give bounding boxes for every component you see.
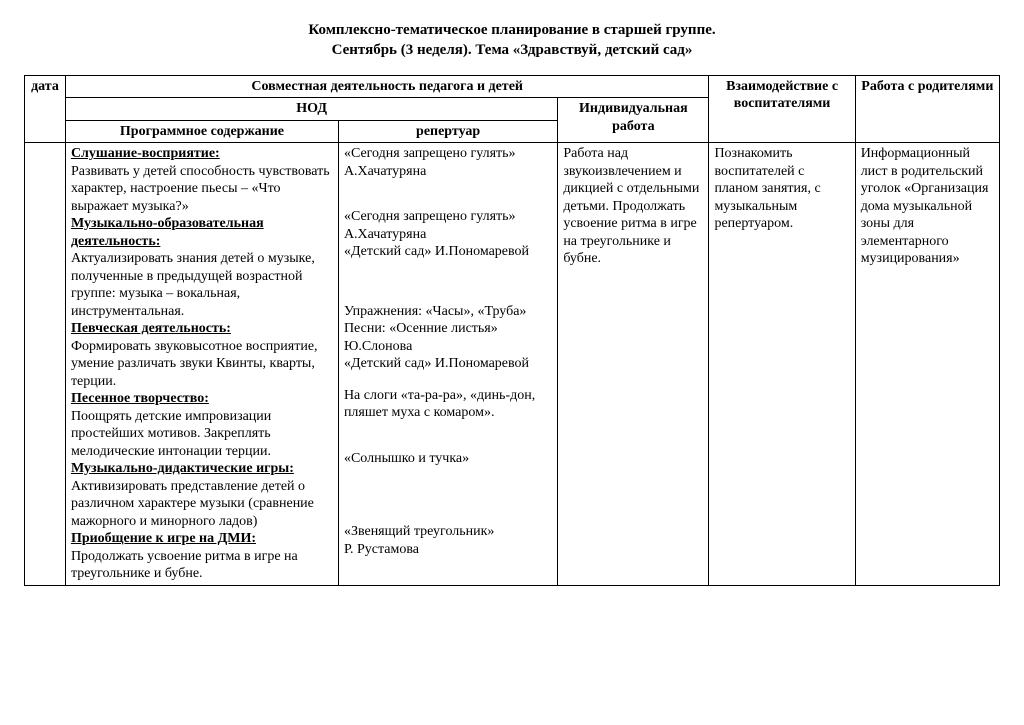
- header-educators: Взаимодействие с воспитателями: [709, 75, 855, 143]
- label-didactic: Музыкально-дидактические игры:: [71, 461, 294, 476]
- header-parents: Работа с родителями: [855, 75, 999, 143]
- text-didactic: Активизировать представление детей о раз…: [71, 478, 333, 531]
- rep-6a: «Звенящий треугольник»: [344, 523, 552, 541]
- rep-4a: На слоги «та-ра-ра», «динь-дон, пляшет м…: [344, 387, 552, 422]
- header-repertoire: репертуар: [338, 120, 557, 143]
- header-indiv: Индивидуальная работа: [558, 98, 709, 143]
- text-singing: Формировать звуковысотное восприятие, ум…: [71, 338, 333, 391]
- text-listening: Развивать у детей способность чувствоват…: [71, 163, 333, 216]
- header-row-1: дата Совместная деятельность педагога и …: [25, 75, 1000, 98]
- parents-text: Информационный лист в родительский уголо…: [861, 145, 994, 268]
- rep-3a: Упражнения: «Часы», «Труба»: [344, 303, 552, 321]
- date-cell: [25, 143, 66, 586]
- rep-1b: А.Хачатуряна: [344, 163, 552, 181]
- content-row: Слушание-восприятие: Развивать у детей с…: [25, 143, 1000, 586]
- rep-3d: «Детский сад» И.Пономаревой: [344, 355, 552, 373]
- rep-2a: «Сегодня запрещено гулять»: [344, 208, 552, 226]
- educators-text: Познакомить воспитателей с планом заняти…: [714, 145, 849, 233]
- header-nod: НОД: [65, 98, 557, 121]
- label-songcr: Песенное творчество:: [71, 391, 209, 406]
- header-date: дата: [25, 75, 66, 143]
- parents-cell: Информационный лист в родительский уголо…: [855, 143, 999, 586]
- program-content-cell: Слушание-восприятие: Развивать у детей с…: [65, 143, 338, 586]
- header-joint: Совместная деятельность педагога и детей: [65, 75, 709, 98]
- text-dmi: Продолжать усвоение ритма в игре на треу…: [71, 548, 333, 583]
- indiv-cell: Работа над звукоизвлечением и дикцией с …: [558, 143, 709, 586]
- label-listening: Слушание-восприятие:: [71, 146, 220, 161]
- indiv-text: Работа над звукоизвлечением и дикцией с …: [563, 145, 703, 268]
- header-program-content: Программное содержание: [65, 120, 338, 143]
- label-singing: Певческая деятельность:: [71, 321, 231, 336]
- rep-1a: «Сегодня запрещено гулять»: [344, 145, 552, 163]
- label-musedu: Музыкально-образовательная деятельность:: [71, 216, 264, 249]
- label-dmi: Приобщение к игре на ДМИ:: [71, 531, 256, 546]
- rep-5a: «Солнышко и тучка»: [344, 450, 552, 468]
- title-line-1: Комплексно-тематическое планирование в с…: [24, 20, 1000, 40]
- title-block: Комплексно-тематическое планирование в с…: [24, 20, 1000, 61]
- text-songcr: Поощрять детские импровизации простейших…: [71, 408, 333, 461]
- repertoire-cell: «Сегодня запрещено гулять» А.Хачатуряна …: [338, 143, 557, 586]
- rep-2c: «Детский сад» И.Пономаревой: [344, 243, 552, 261]
- rep-3b: Песни: «Осенние листья»: [344, 320, 552, 338]
- text-musedu: Актуализировать знания детей о музыке, п…: [71, 250, 333, 320]
- rep-2b: А.Хачатуряна: [344, 226, 552, 244]
- rep-3c: Ю.Слонова: [344, 338, 552, 356]
- educators-cell: Познакомить воспитателей с планом заняти…: [709, 143, 855, 586]
- planning-table: дата Совместная деятельность педагога и …: [24, 75, 1000, 586]
- title-line-2: Сентябрь (3 неделя). Тема «Здравствуй, д…: [24, 40, 1000, 60]
- rep-6b: Р. Рустамова: [344, 541, 552, 559]
